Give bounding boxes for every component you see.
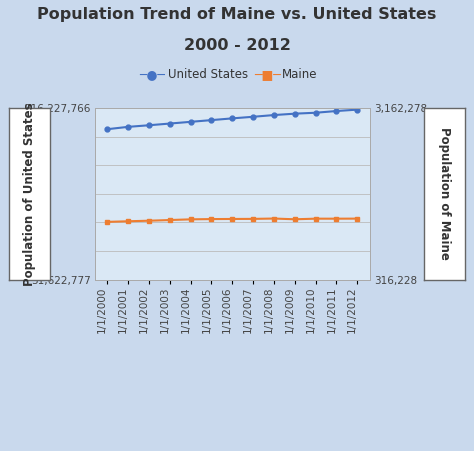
United States xyxy=(188,119,193,124)
Maine xyxy=(209,216,214,222)
Maine xyxy=(167,217,173,223)
Maine xyxy=(104,219,110,225)
Maine xyxy=(229,216,235,221)
Maine xyxy=(271,216,277,221)
Maine xyxy=(355,216,360,221)
United States xyxy=(250,114,256,120)
United States xyxy=(355,107,360,112)
United States xyxy=(167,121,173,126)
Maine xyxy=(125,219,131,224)
Text: Population of United States: Population of United States xyxy=(23,102,36,286)
United States xyxy=(292,111,298,116)
Text: United States: United States xyxy=(168,68,248,81)
United States xyxy=(125,124,131,129)
Text: Maine: Maine xyxy=(282,68,318,81)
United States xyxy=(104,126,110,132)
Maine xyxy=(188,216,193,222)
Text: ─●─: ─●─ xyxy=(139,68,164,81)
United States xyxy=(334,108,339,114)
Maine xyxy=(146,218,152,223)
Maine xyxy=(334,216,339,221)
Maine xyxy=(292,216,298,222)
United States xyxy=(146,123,152,128)
Text: 2000 - 2012: 2000 - 2012 xyxy=(183,38,291,53)
Text: ─■─: ─■─ xyxy=(255,68,281,81)
Maine xyxy=(250,216,256,221)
Maine xyxy=(313,216,319,221)
Line: Maine: Maine xyxy=(105,216,360,224)
United States xyxy=(229,115,235,121)
Text: Population Trend of Maine vs. United States: Population Trend of Maine vs. United Sta… xyxy=(37,7,437,22)
Text: Population of Maine: Population of Maine xyxy=(438,128,451,260)
United States xyxy=(209,117,214,123)
United States xyxy=(271,112,277,118)
United States xyxy=(313,110,319,115)
Line: United States: United States xyxy=(105,107,360,132)
